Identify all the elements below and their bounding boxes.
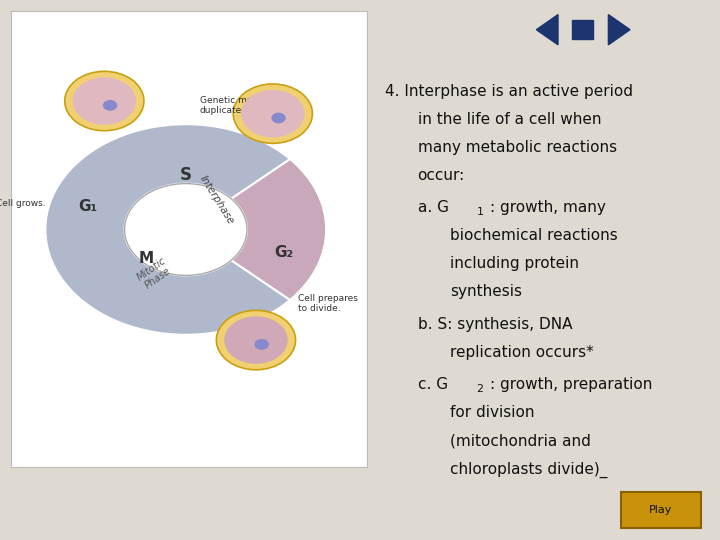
Circle shape — [225, 316, 288, 364]
Circle shape — [217, 310, 296, 370]
Text: : growth, many: : growth, many — [490, 200, 606, 215]
Text: synthesis: synthesis — [450, 285, 522, 300]
Text: for division: for division — [450, 405, 534, 420]
Text: (mitochondria and: (mitochondria and — [450, 433, 591, 448]
Text: Play: Play — [649, 505, 672, 515]
Wedge shape — [231, 159, 326, 300]
FancyBboxPatch shape — [621, 492, 701, 528]
Text: M: M — [139, 252, 154, 266]
Circle shape — [241, 90, 305, 137]
FancyBboxPatch shape — [11, 11, 367, 467]
Circle shape — [233, 84, 312, 143]
Circle shape — [65, 71, 144, 131]
Polygon shape — [536, 15, 558, 45]
FancyBboxPatch shape — [572, 20, 593, 39]
Text: 2: 2 — [477, 384, 484, 394]
Text: occur:: occur: — [418, 168, 465, 183]
Text: G₁: G₁ — [78, 199, 97, 214]
Text: : growth, preparation: : growth, preparation — [490, 377, 652, 392]
Circle shape — [103, 100, 117, 111]
Text: S: S — [180, 166, 192, 184]
Text: biochemical reactions: biochemical reactions — [450, 228, 618, 244]
Text: Interphase: Interphase — [197, 174, 235, 226]
Text: many metabolic reactions: many metabolic reactions — [418, 140, 617, 155]
Text: 1: 1 — [477, 207, 484, 217]
Text: b. S: synthesis, DNA: b. S: synthesis, DNA — [418, 317, 572, 332]
Text: a. G: a. G — [418, 200, 449, 215]
Circle shape — [271, 113, 286, 123]
Circle shape — [255, 339, 269, 350]
Polygon shape — [608, 15, 630, 45]
Text: G₂: G₂ — [274, 245, 294, 260]
Text: replication occurs*: replication occurs* — [450, 345, 594, 360]
Circle shape — [73, 77, 136, 125]
Text: c. G: c. G — [418, 377, 448, 392]
Wedge shape — [45, 124, 290, 335]
Text: 4. Interphase is an active period: 4. Interphase is an active period — [385, 84, 633, 99]
Circle shape — [125, 184, 247, 275]
Text: Mitotic
Phase: Mitotic Phase — [135, 255, 174, 292]
Text: in the life of a cell when: in the life of a cell when — [418, 112, 601, 127]
Text: including protein: including protein — [450, 256, 579, 272]
Text: Cell grows.: Cell grows. — [0, 199, 46, 208]
Text: Cell prepares
to divide.: Cell prepares to divide. — [298, 294, 358, 313]
Text: chloroplasts divide)_: chloroplasts divide)_ — [450, 461, 608, 477]
Text: Genetic material
duplicates.: Genetic material duplicates. — [200, 96, 276, 115]
